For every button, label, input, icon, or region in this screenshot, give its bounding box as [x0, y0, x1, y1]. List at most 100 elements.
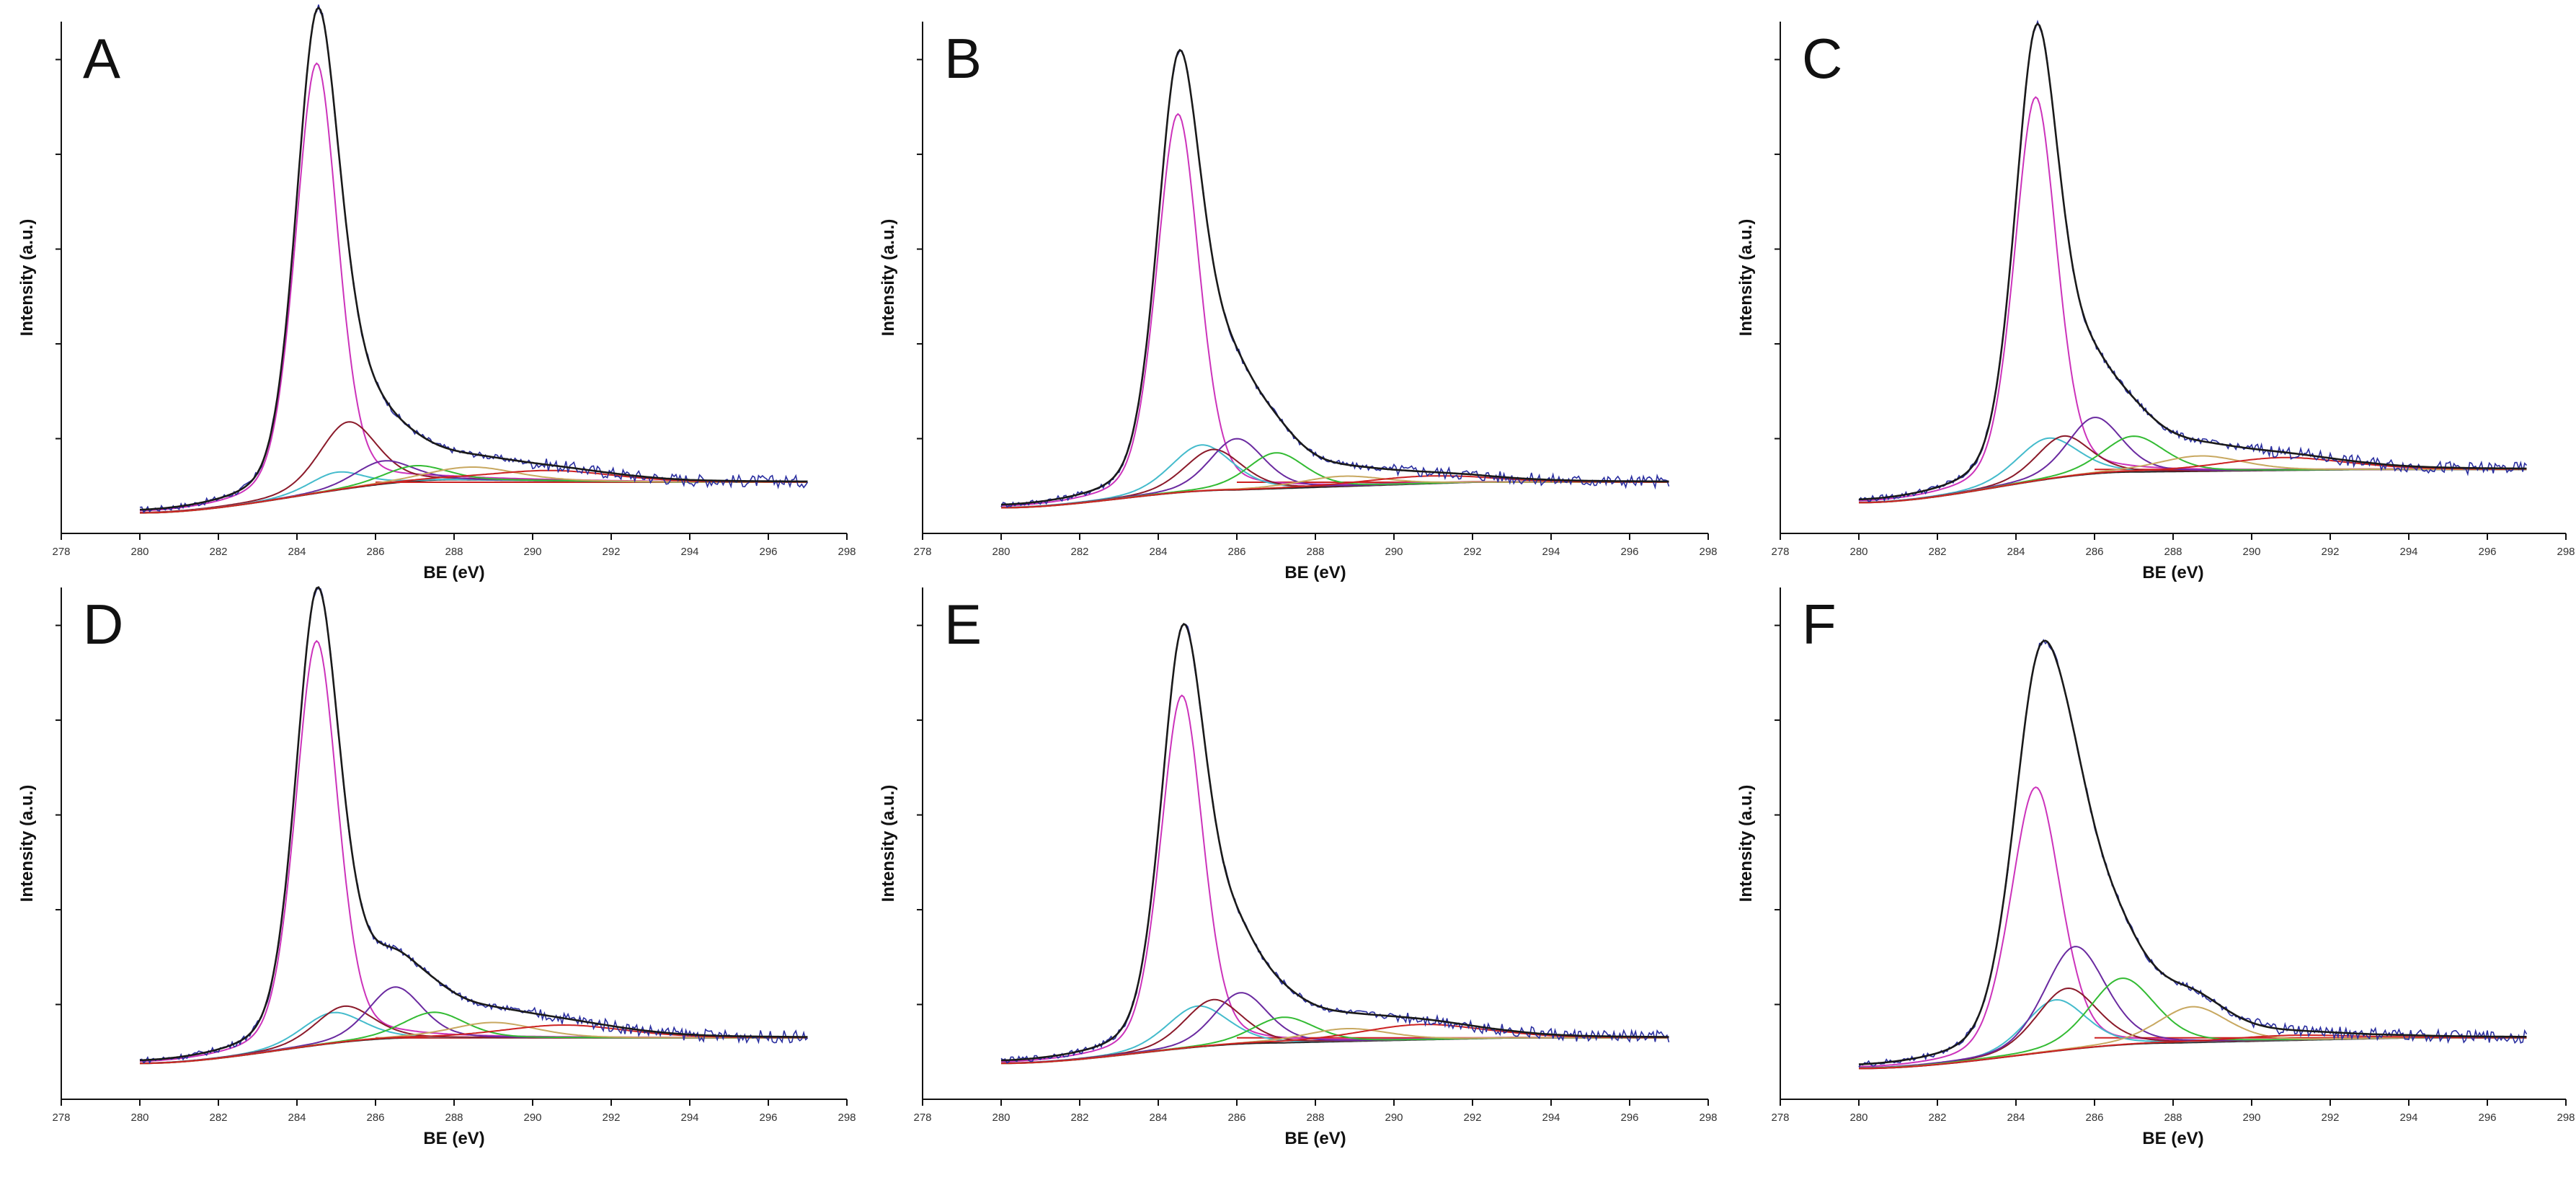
component-peak-c-o — [1859, 417, 2527, 503]
raw-spectrum — [1000, 623, 1670, 1064]
component-peak-c-sp2 — [139, 62, 808, 512]
panel-label: B — [944, 27, 982, 90]
x-tick-label: 280 — [1849, 1112, 1867, 1124]
component-peak-o-c-o — [1859, 455, 2527, 504]
x-tick-label: 282 — [209, 1112, 227, 1124]
x-tick-label: 284 — [1149, 1112, 1167, 1124]
x-tick-label: 294 — [680, 546, 698, 558]
x-tick-label: 288 — [1306, 1112, 1324, 1124]
x-tick-label: 294 — [1542, 546, 1560, 558]
x-tick-label: 298 — [838, 1112, 856, 1124]
y-axis-title: Intensity (a.u.) — [1736, 219, 1756, 337]
x-tick-label: 284 — [1149, 546, 1167, 558]
x-tick-label: 292 — [602, 1112, 620, 1124]
x-tick-label: 282 — [1928, 1112, 1946, 1124]
x-tick-label: 290 — [2242, 1112, 2260, 1124]
fit-envelope — [1858, 639, 2527, 1065]
component-peak-c-o — [1001, 992, 1669, 1064]
x-tick-label: 290 — [2242, 546, 2260, 558]
x-tick-label: 290 — [523, 1112, 541, 1124]
component-peak-c-sp2 — [139, 639, 808, 1063]
x-tick-label: 286 — [2085, 546, 2103, 558]
x-axis-title: BE (eV) — [423, 1129, 484, 1148]
x-tick-label: 294 — [2399, 546, 2417, 558]
x-tick-label: 294 — [680, 1112, 698, 1124]
x-axis-title: BE (eV) — [1284, 1129, 1346, 1148]
x-tick-label: 298 — [2557, 546, 2575, 558]
panel-B: 278 280 282 284 286 288 290 292 294 296 298 BE (eV)… — [879, 22, 1718, 582]
x-axis-title: BE (eV) — [1284, 563, 1346, 582]
fit-envelope — [1000, 623, 1669, 1062]
x-tick-label: 296 — [1620, 546, 1638, 558]
panel-D: 278 280 282 284 286 288 290 292 294 296 298 BE (eV)… — [17, 586, 856, 1148]
y-axis-title: Intensity (a.u.) — [1736, 785, 1756, 902]
x-tick-label: 296 — [2478, 1112, 2496, 1124]
raw-spectrum — [139, 587, 809, 1065]
x-tick-label: 284 — [2007, 546, 2025, 558]
component-peak-c-sp2 — [1000, 694, 1669, 1063]
x-tick-label: 278 — [913, 1112, 931, 1124]
x-tick-label: 298 — [1699, 1112, 1717, 1124]
x-tick-label: 280 — [130, 546, 148, 558]
component-peak-pi-pi- — [140, 469, 808, 514]
x-tick-label: 288 — [1306, 546, 1324, 558]
component-peak-c-o — [140, 986, 808, 1064]
raw-spectrum — [1000, 50, 1670, 508]
x-tick-label: 282 — [1928, 546, 1946, 558]
y-axis-title: Intensity (a.u.) — [879, 785, 898, 902]
x-tick-label: 296 — [2478, 546, 2496, 558]
panel-label: D — [83, 593, 123, 656]
panel-label: C — [1802, 27, 1842, 90]
x-tick-label: 292 — [602, 546, 620, 558]
x-tick-label: 284 — [288, 1112, 306, 1124]
x-tick-label: 280 — [130, 1112, 148, 1124]
x-tick-label: 288 — [2164, 1112, 2182, 1124]
fit-envelope — [139, 586, 808, 1062]
panel-A: 278 280 282 284 286 288 290 292 294 296 298 BE (eV)… — [17, 4, 856, 582]
panel-label: E — [944, 593, 982, 656]
x-tick-label: 286 — [1227, 546, 1245, 558]
y-axis-title: Intensity (a.u.) — [879, 219, 898, 337]
x-tick-label: 288 — [445, 1112, 463, 1124]
component-peak-c-o — [1000, 438, 1669, 509]
x-tick-label: 278 — [1771, 1112, 1789, 1124]
x-axis-title: BE (eV) — [2142, 563, 2203, 582]
x-tick-label: 292 — [2321, 1112, 2339, 1124]
x-tick-label: 286 — [366, 1112, 384, 1124]
panel-C: 278 280 282 284 286 288 290 292 294 296 298 BE (eV)… — [1736, 19, 2575, 582]
x-tick-label: 278 — [1771, 546, 1789, 558]
x-tick-label: 290 — [523, 546, 541, 558]
x-tick-label: 292 — [1463, 1112, 1481, 1124]
y-axis-title: Intensity (a.u.) — [17, 785, 37, 902]
fit-envelope — [1001, 48, 1669, 506]
x-tick-label: 288 — [445, 546, 463, 558]
x-tick-label: 296 — [759, 546, 777, 558]
x-axis-title: BE (eV) — [2142, 1129, 2203, 1148]
x-tick-label: 292 — [2321, 546, 2339, 558]
x-tick-label: 280 — [1849, 546, 1867, 558]
x-tick-label: 286 — [1227, 1112, 1245, 1124]
component-peak-c-o — [1859, 977, 2527, 1069]
x-tick-label: 298 — [1699, 546, 1717, 558]
component-peak-pi-pi- — [1859, 456, 2527, 504]
x-tick-label: 278 — [913, 546, 931, 558]
component-peak-c-sp3 — [1001, 998, 1669, 1064]
x-tick-label: 282 — [1070, 546, 1088, 558]
x-axis-title: BE (eV) — [423, 563, 484, 582]
x-tick-label: 290 — [1385, 1112, 1403, 1124]
x-tick-label: 292 — [1463, 546, 1481, 558]
y-axis-title: Intensity (a.u.) — [17, 219, 37, 337]
x-tick-label: 294 — [2399, 1112, 2417, 1124]
component-peak-c-sp2 — [1858, 786, 2527, 1068]
panel-label: F — [1802, 593, 1836, 656]
background-curve — [1001, 1037, 1669, 1065]
component-peak-c-sp3 — [1859, 987, 2527, 1069]
component-peak-pi-pi- — [1859, 1034, 2527, 1070]
x-tick-label: 296 — [1620, 1112, 1638, 1124]
raw-spectrum — [1858, 19, 2528, 502]
x-tick-label: 284 — [288, 546, 306, 558]
x-tick-label: 278 — [52, 1112, 70, 1124]
x-tick-label: 290 — [1385, 546, 1403, 558]
x-tick-label: 280 — [992, 546, 1010, 558]
